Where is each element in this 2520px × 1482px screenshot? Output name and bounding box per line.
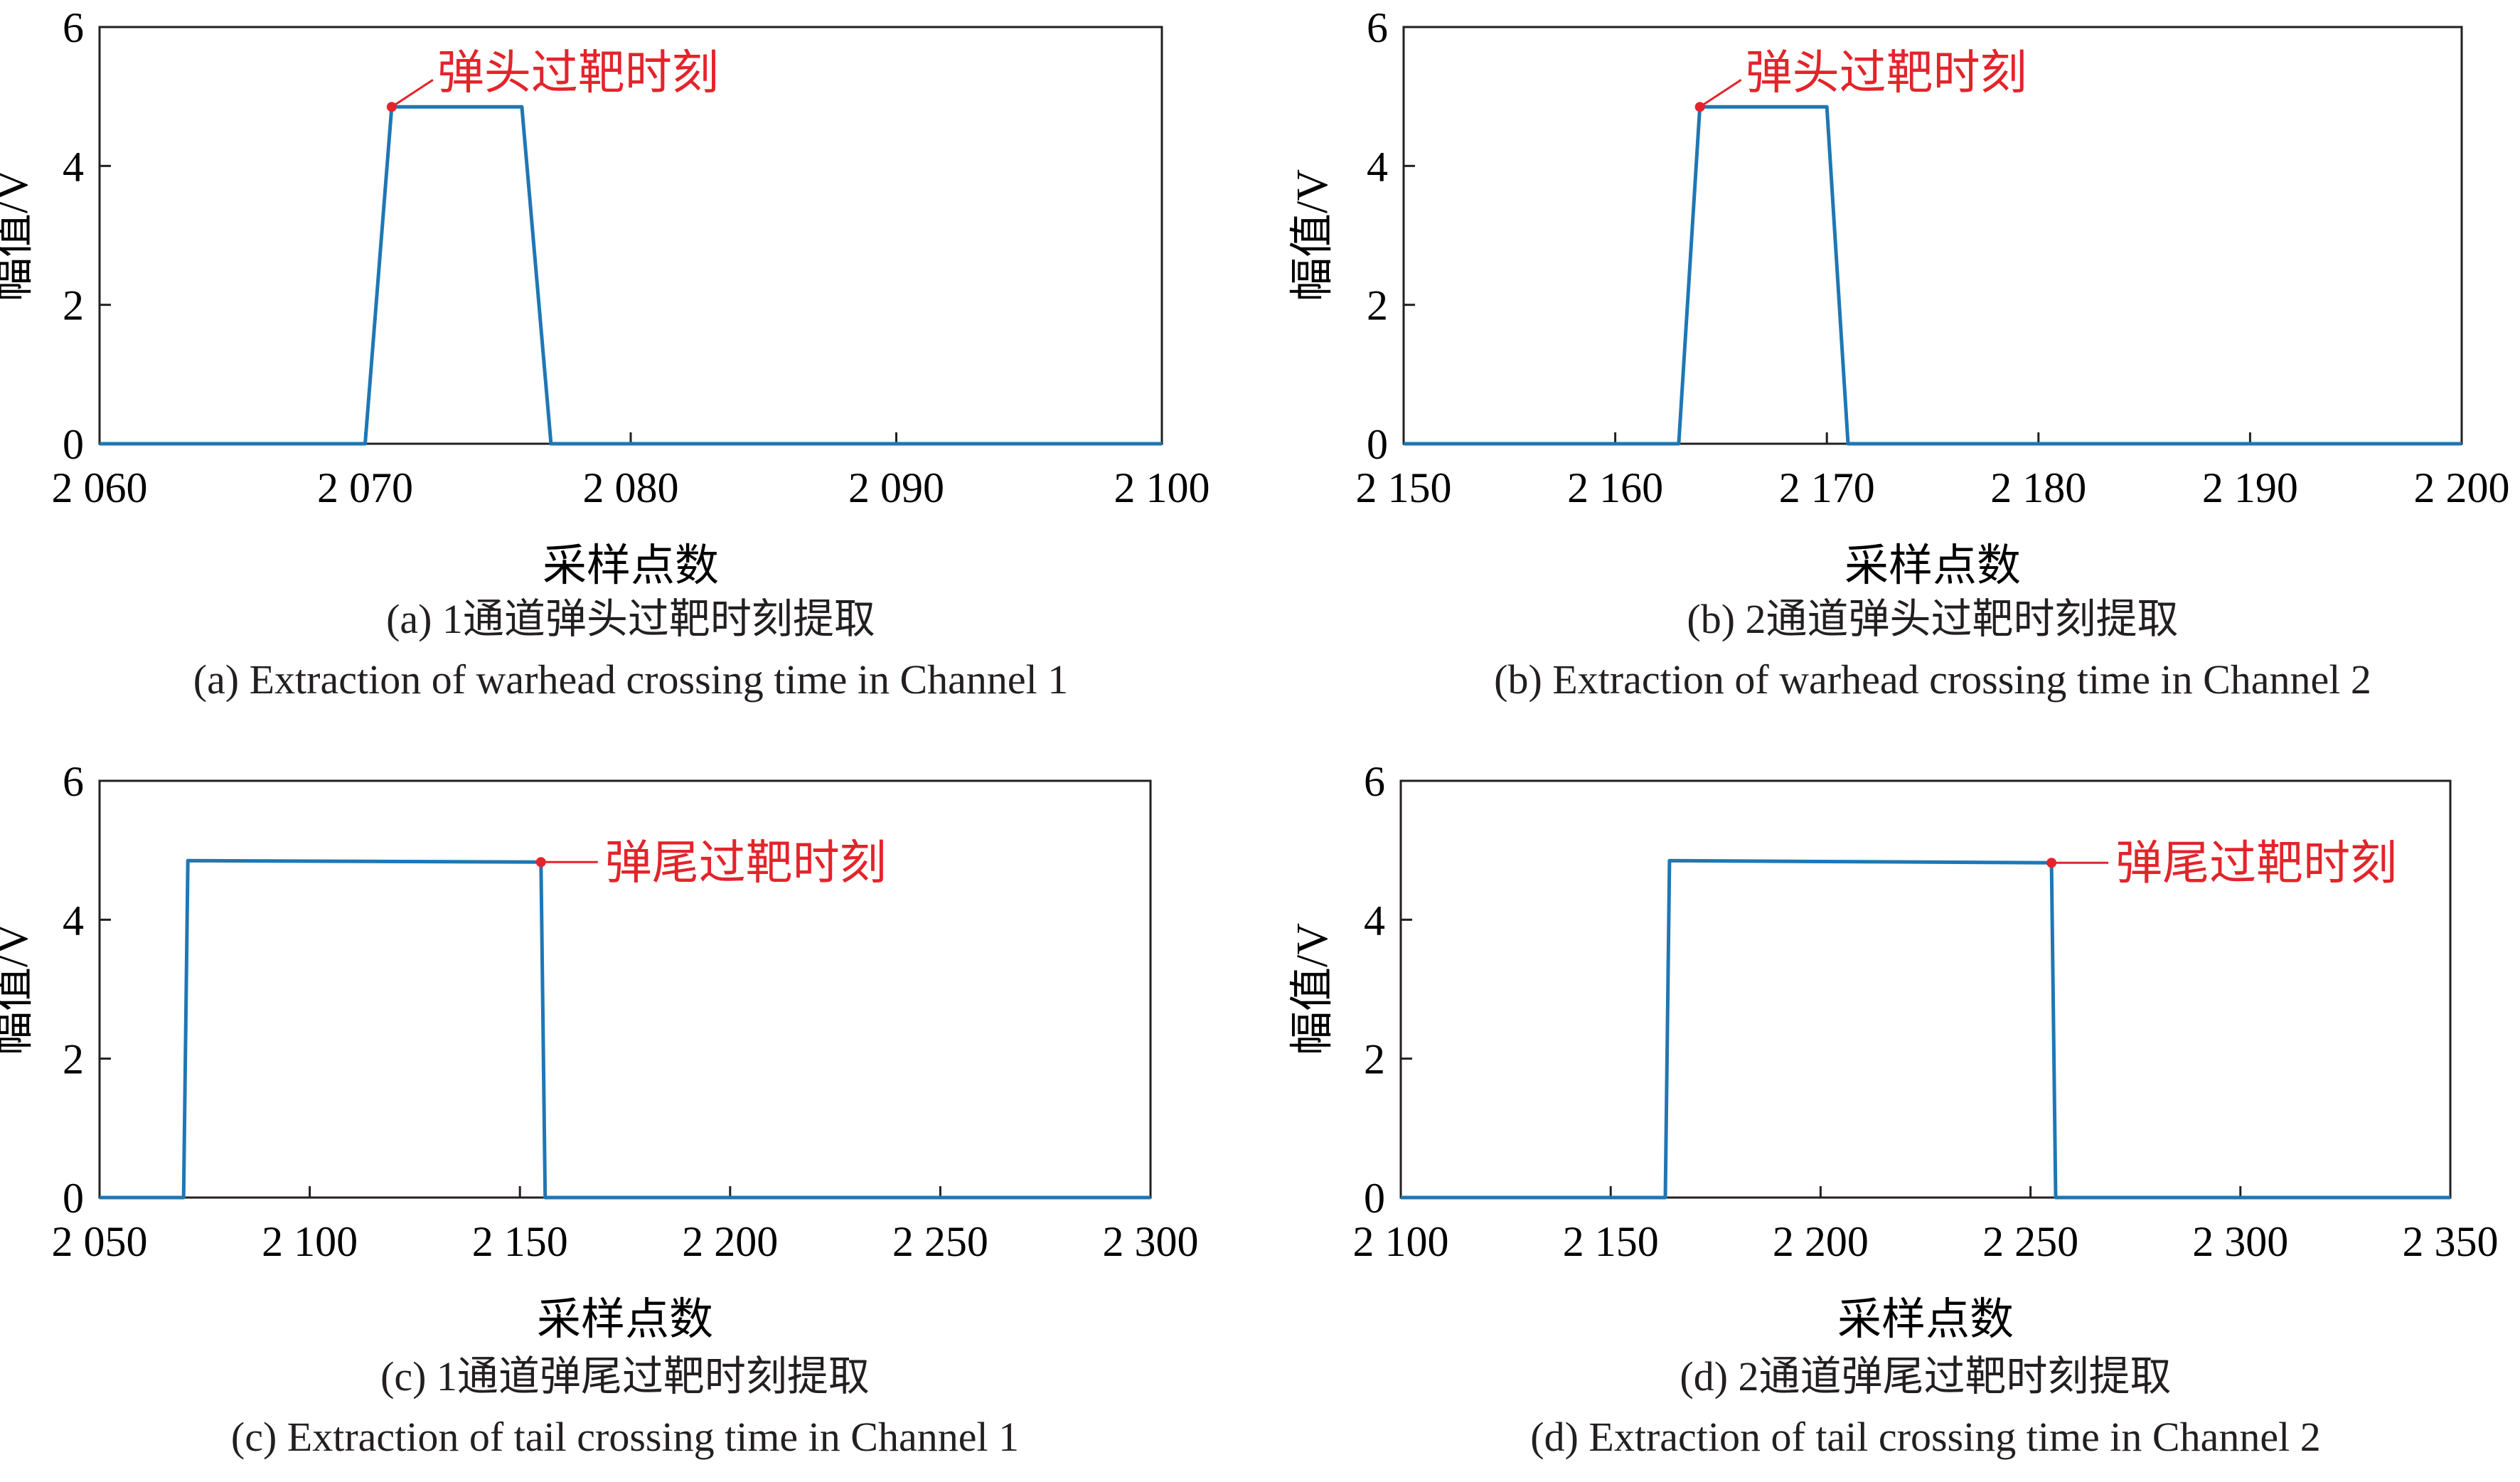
chart-3-caption-cn: (d) 2通道弹尾过靶时刻提取 xyxy=(1680,1353,2171,1400)
chart-3-x-tick-label: 2 150 xyxy=(1563,1218,1659,1265)
chart-2-crossing-point-marker xyxy=(535,857,546,868)
chart-3-x-tick-label: 2 250 xyxy=(1982,1218,2078,1265)
chart-0-x-axis-label: 采样点数 xyxy=(543,542,719,590)
chart-3-y-tick-label: 2 xyxy=(1364,1036,1385,1083)
chart-0-x-tick-label: 2 060 xyxy=(52,464,148,511)
chart-1-x-tick-label: 2 200 xyxy=(2414,464,2510,511)
chart-2-x-tick-label: 2 050 xyxy=(52,1218,148,1265)
chart-3-x-tick-label: 2 350 xyxy=(2403,1218,2499,1265)
chart-0-y-tick-label: 0 xyxy=(63,421,84,468)
chart-2-x-tick-label: 2 300 xyxy=(1103,1218,1199,1265)
chart-3-x-axis-label: 采样点数 xyxy=(1837,1296,2014,1344)
chart-2-y-axis-label: 幅值/V xyxy=(0,923,37,1055)
chart-2-x-tick-label: 2 250 xyxy=(892,1218,988,1265)
chart-1-y-tick-label: 0 xyxy=(1367,421,1388,468)
chart-1-y-tick-label: 4 xyxy=(1367,143,1388,190)
chart-2-y-tick-label: 4 xyxy=(63,897,84,944)
chart-3-annotation-label: 弹尾过靶时刻 xyxy=(2115,838,2397,890)
chart-2-caption-en: (c) Extraction of tail crossing time in … xyxy=(231,1414,1019,1460)
chart-3-y-axis-label: 幅值/V xyxy=(1288,923,1337,1055)
chart-1-crossing-point-marker xyxy=(1694,102,1705,112)
chart-1-caption-cn: (b) 2通道弹头过靶时刻提取 xyxy=(1687,596,2178,642)
chart-1-y-axis-label: 幅值/V xyxy=(1288,169,1337,302)
chart-0-y-axis-label: 幅值/V xyxy=(0,169,37,302)
chart-3-caption-en: (d) Extraction of tail crossing time in … xyxy=(1530,1414,2320,1460)
chart-2-caption-cn: (c) 1通道弹尾过靶时刻提取 xyxy=(380,1353,870,1400)
chart-2-annotation-label: 弹尾过靶时刻 xyxy=(605,837,887,889)
chart-3-crossing-point-marker xyxy=(2046,858,2057,868)
chart-3-series-line xyxy=(1401,858,2450,1200)
chart-0-annotation-leader xyxy=(391,79,434,108)
chart-1-x-tick-label: 2 190 xyxy=(2202,464,2298,511)
chart-3-plot-frame xyxy=(1399,779,2452,1199)
chart-0-y-tick-label: 6 xyxy=(63,4,84,51)
chart-1-x-tick-label: 2 160 xyxy=(1567,464,1663,511)
chart-0-annotation-label: 弹头过靶时刻 xyxy=(437,47,719,99)
chart-0-x-tick-label: 2 090 xyxy=(848,464,944,511)
chart-0-caption-cn: (a) 1通道弹头过靶时刻提取 xyxy=(386,596,875,642)
chart-0-y-tick-label: 4 xyxy=(63,143,84,190)
chart-2-x-tick-label: 2 150 xyxy=(472,1218,568,1265)
chart-2-y-tick-label: 2 xyxy=(63,1036,84,1083)
chart-1-y-tick-label: 6 xyxy=(1367,4,1388,51)
chart-2-x-tick-label: 2 200 xyxy=(682,1218,778,1265)
chart-1-x-tick-label: 2 150 xyxy=(1356,464,1452,511)
chart-3-y-tick-label: 0 xyxy=(1364,1175,1385,1222)
chart-0-caption-en: (a) Extraction of warhead crossing time … xyxy=(193,656,1069,703)
chart-2-y-tick-label: 6 xyxy=(63,758,84,805)
chart-1-x-tick-label: 2 180 xyxy=(1990,464,2086,511)
chart-0-x-tick-label: 2 080 xyxy=(583,464,679,511)
chart-3-x-tick-label: 2 300 xyxy=(2192,1218,2288,1265)
chart-3-y-tick-label: 6 xyxy=(1364,758,1385,805)
chart-1-y-tick-label: 2 xyxy=(1367,282,1388,329)
chart-0-series-line xyxy=(100,105,1162,446)
chart-1-series-line xyxy=(1404,105,2462,446)
chart-3-x-tick-label: 2 100 xyxy=(1353,1218,1449,1265)
chart-2-series-line xyxy=(100,858,1150,1200)
chart-1-x-axis-label: 采样点数 xyxy=(1844,542,2021,590)
chart-1-annotation-leader xyxy=(1699,79,1742,108)
chart-0-crossing-point-marker xyxy=(386,102,397,112)
chart-3-x-tick-label: 2 200 xyxy=(1773,1218,1869,1265)
chart-3-y-tick-label: 4 xyxy=(1364,897,1385,944)
chart-0-x-tick-label: 2 100 xyxy=(1114,464,1210,511)
chart-1-caption-en: (b) Extraction of warhead crossing time … xyxy=(1494,656,2371,703)
chart-1-x-tick-label: 2 170 xyxy=(1779,464,1875,511)
chart-0-x-tick-label: 2 070 xyxy=(317,464,413,511)
chart-2-x-axis-label: 采样点数 xyxy=(537,1296,713,1344)
chart-2-y-tick-label: 0 xyxy=(63,1175,84,1222)
chart-0-y-tick-label: 2 xyxy=(63,282,84,329)
chart-1-annotation-label: 弹头过靶时刻 xyxy=(1746,47,2027,99)
chart-2-x-tick-label: 2 100 xyxy=(262,1218,358,1265)
